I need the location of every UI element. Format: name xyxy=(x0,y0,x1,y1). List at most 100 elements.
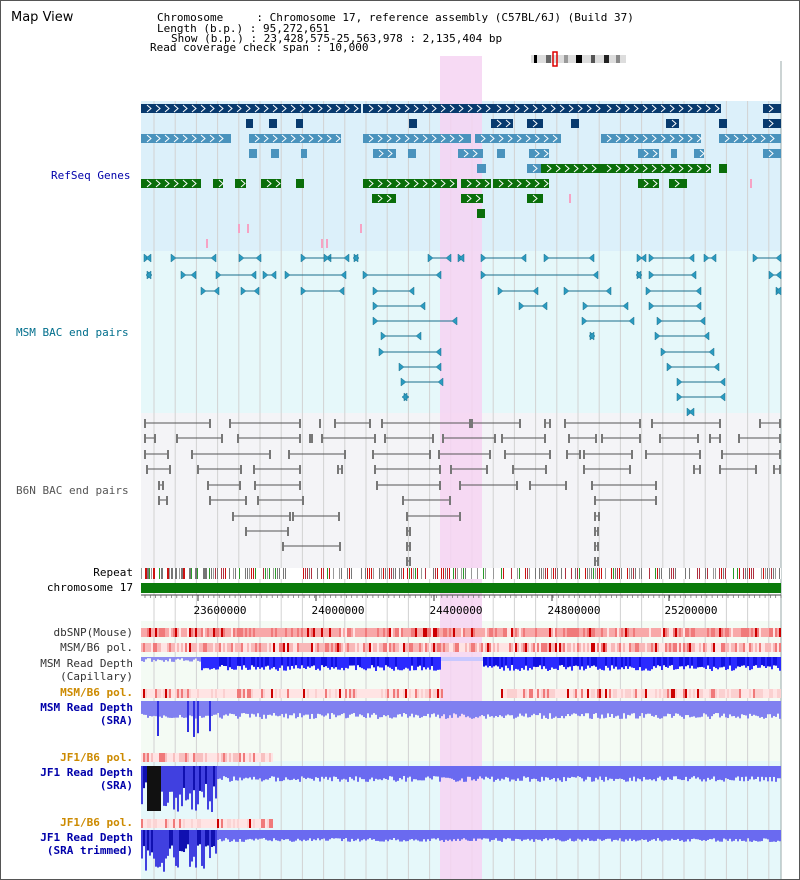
refseq-pink-marker xyxy=(326,239,328,248)
jf1-depth-trim-bar xyxy=(643,830,645,841)
msm-b6-pol-2-cell xyxy=(699,689,701,698)
jf1-depth-trim-bar xyxy=(171,830,173,846)
msm-b6-pol-cell xyxy=(511,643,513,652)
repeat-element xyxy=(449,568,450,579)
msm-b6-pol-2-cell xyxy=(627,689,629,698)
dbsnp-cell xyxy=(269,628,271,637)
msm-depth-cap-bar xyxy=(279,657,281,668)
msm-depth-cap-bar xyxy=(733,657,735,671)
jf1-depth-sra-bar xyxy=(253,766,255,777)
jf1-depth-sra-bar xyxy=(773,766,775,777)
jf1-depth-trim-bar xyxy=(665,830,667,840)
b6n-bac-end xyxy=(269,450,271,459)
msm-b6-pol-2-cell xyxy=(529,689,531,698)
b6n-bac-end xyxy=(529,481,531,490)
dbsnp-cell xyxy=(565,628,567,637)
msm-depth-cap-bar xyxy=(647,657,649,671)
msm-b6-pol-cell xyxy=(667,643,669,652)
msm-depth-sra-bar xyxy=(495,701,497,716)
jf1-depth-sra-bar xyxy=(579,766,581,778)
gene-strand-arrow xyxy=(516,179,522,188)
jf1-b6-pol-cell xyxy=(199,753,201,762)
msm-depth-sra-bar xyxy=(405,701,407,715)
b6n-bac-end xyxy=(639,419,641,428)
msm-depth-cap-bar xyxy=(195,657,197,659)
track-label-b6n-bac[interactable]: B6N BAC end pairs xyxy=(16,484,129,497)
msm-b6-pol-2-cell xyxy=(251,689,253,698)
msm-depth-sra-bar xyxy=(699,701,701,718)
jf1-b6-pol-2-cell xyxy=(269,819,271,828)
dbsnp-cell xyxy=(553,628,555,637)
msm-b6-pol-cell xyxy=(225,643,227,652)
jf1-depth-trim-bar xyxy=(445,830,447,840)
ideogram-band xyxy=(616,55,620,63)
jf1-depth-trim-bar xyxy=(749,830,751,842)
jf1-depth-sra-bar xyxy=(525,766,527,778)
msm-b6-pol-2-cell xyxy=(141,689,143,698)
jf1-depth-trim-bar xyxy=(679,830,681,841)
jf1-depth-trim-bar xyxy=(703,830,705,841)
msm-b6-pol-cell xyxy=(299,643,301,652)
msm-b6-pol-2-cell xyxy=(405,689,407,698)
jf1-depth-sra-bar xyxy=(691,766,693,778)
msm-b6-pol-cell xyxy=(335,643,337,652)
jf1-depth-trim-bar xyxy=(755,830,757,841)
msm-depth-sra-bar xyxy=(255,701,257,717)
refseq-pink-marker xyxy=(238,224,240,233)
msm-b6-pol-2-cell xyxy=(171,689,173,698)
msm-b6-pol-cell xyxy=(271,643,273,652)
msm-b6-pol-cell xyxy=(195,643,197,652)
msm-depth-cap-bar xyxy=(231,657,233,669)
b6n-bac-end xyxy=(245,527,247,536)
dbsnp-cell xyxy=(593,628,595,637)
jf1-depth-trim-bar xyxy=(227,830,229,840)
jf1-depth-sra-bar xyxy=(497,766,499,779)
jf1-depth-trim-bar xyxy=(177,830,179,868)
refseq-gene xyxy=(363,134,471,143)
dbsnp-cell xyxy=(157,628,159,637)
jf1-depth-trim-bar xyxy=(711,830,713,840)
msm-depth-cap-bar xyxy=(671,657,673,666)
jf1-depth-trim-bar xyxy=(195,830,197,868)
b6n-bac-end xyxy=(544,434,546,443)
refseq-gene xyxy=(249,149,257,158)
msm-depth-cap-bar xyxy=(557,657,559,671)
msm-depth-cap-bar xyxy=(735,657,737,669)
msm-b6-pol-cell xyxy=(703,643,705,652)
jf1-depth-sra-bar xyxy=(409,766,411,777)
repeat-element xyxy=(393,568,394,579)
msm-depth-sra-bar xyxy=(225,701,227,715)
msm-b6-pol-2-cell xyxy=(315,689,317,698)
msm-b6-pol-2-cell xyxy=(605,689,607,698)
msm-depth-sra-bar xyxy=(735,701,737,718)
msm-depth-sra-bar xyxy=(537,701,539,716)
jf1-depth-sra-bar xyxy=(167,766,169,803)
msm-bac-end xyxy=(648,270,655,280)
msm-bac-end xyxy=(532,286,539,296)
track-label-msm-bac[interactable]: MSM BAC end pairs xyxy=(16,326,129,339)
jf1-depth-trim-bar xyxy=(477,830,479,839)
jf1-depth-trim-bar xyxy=(763,830,765,839)
msm-depth-sra-bar xyxy=(657,701,659,718)
msm-b6-pol-cell xyxy=(677,643,679,652)
b6n-bac-end xyxy=(504,450,506,459)
jf1-depth-trim-bar xyxy=(417,830,419,841)
repeat-element xyxy=(739,568,740,579)
track-label-refseq[interactable]: RefSeq Genes xyxy=(51,169,131,182)
msm-bac-end xyxy=(543,253,550,263)
jf1-depth-trim-bar xyxy=(455,830,457,841)
msm-b6-pol-cell xyxy=(351,643,353,652)
gene-strand-arrow xyxy=(404,104,410,113)
jf1-depth-trim-bar xyxy=(523,830,525,840)
msm-b6-pol-cell xyxy=(333,643,335,652)
dbsnp-cell xyxy=(511,628,513,637)
msm-depth-sra-bar xyxy=(385,701,387,717)
jf1-b6-pol-cell xyxy=(181,753,183,762)
b6n-bac-end xyxy=(645,450,647,459)
jf1-b6-pol-2-cell xyxy=(219,819,221,828)
msm-depth-cap-bar xyxy=(729,657,731,666)
msm-depth-cap-bar xyxy=(529,657,531,669)
msm-depth-sra-bar xyxy=(635,701,637,719)
msm-depth-cap-bar xyxy=(633,657,635,669)
